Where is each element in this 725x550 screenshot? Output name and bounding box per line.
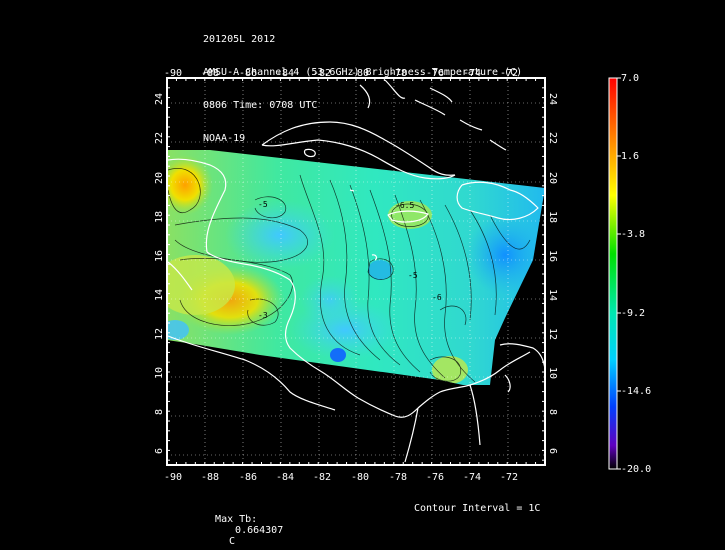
lon-tick-label: -88 xyxy=(201,472,219,483)
lat-tick-label: 10 xyxy=(547,367,558,379)
lat-tick-label: 18 xyxy=(154,211,165,223)
lat-tick-labels-right: 6 8 10 12 14 16 18 20 22 24 xyxy=(547,93,558,454)
lat-tick-label: 16 xyxy=(547,250,558,262)
lat-tick-label: 8 xyxy=(154,409,165,415)
lon-tick-label: -74 xyxy=(463,68,481,79)
lon-tick-label: -84 xyxy=(276,68,294,79)
lon-tick-label: -86 xyxy=(239,472,257,483)
lon-tick-labels-top: -90 -88 -86 -84 -82 -80 -78 -76 -74 -72 xyxy=(164,68,518,79)
lat-tick-label: 6 xyxy=(547,448,558,454)
lat-tick-label: 16 xyxy=(154,250,165,262)
title-line-2: AMSU-A Channel 4 (53.6GHz) Brightness Te… xyxy=(203,67,523,78)
colorbar-tick-label: -14.6 xyxy=(621,386,651,397)
tick-marks xyxy=(166,77,546,465)
title-line-1: 201205L 2012 xyxy=(203,34,276,45)
contour-label: -3 xyxy=(258,311,268,320)
lat-tick-label: 6 xyxy=(154,448,165,454)
lon-tick-label: -82 xyxy=(313,472,331,483)
lat-tick-label: 14 xyxy=(154,289,165,301)
lat-tick-label: 20 xyxy=(547,172,558,184)
lon-tick-label: -72 xyxy=(500,472,518,483)
contour-interval: Contour Interval = 1C xyxy=(414,503,541,514)
max-tb-value: 0.664307 xyxy=(235,525,284,536)
lon-tick-label: -86 xyxy=(239,68,257,79)
colorbar-tick-label: -9.2 xyxy=(621,308,645,319)
lon-tick-label: -74 xyxy=(463,472,481,483)
lon-tick-labels-bottom: -90 -88 -86 -84 -82 -80 -78 -76 -74 -72 xyxy=(164,472,518,483)
contour-label: -6.5 xyxy=(395,201,414,210)
title-line-3: 0806 Time: 0708 UTC xyxy=(203,100,318,111)
lon-tick-label: -78 xyxy=(389,472,407,483)
lat-tick-label: 24 xyxy=(154,93,165,105)
colorbar-ramp xyxy=(608,77,618,470)
lon-tick-label: -90 xyxy=(164,472,182,483)
contour-label: -5 xyxy=(408,271,418,280)
colorbar-tick-label: -3.8 xyxy=(621,229,645,240)
lon-tick-label: -76 xyxy=(426,68,444,79)
lat-tick-labels-left: 6 8 10 12 14 16 18 20 22 24 xyxy=(154,93,165,454)
lat-tick-label: 14 xyxy=(547,289,558,301)
lat-tick-label: 24 xyxy=(547,93,558,105)
lon-tick-label: -80 xyxy=(351,68,369,79)
lat-tick-label: 12 xyxy=(154,328,165,340)
max-tb-unit: C xyxy=(229,536,236,547)
lon-tick-label: -80 xyxy=(351,472,369,483)
coastlines xyxy=(167,79,546,463)
contour-label: -5 xyxy=(258,200,268,209)
lon-tick-label: -88 xyxy=(201,68,219,79)
contour-label: -6 xyxy=(432,293,442,302)
lon-tick-label: -72 xyxy=(500,68,518,79)
lat-tick-label: 10 xyxy=(154,367,165,379)
lat-lon-grid xyxy=(167,78,545,465)
max-tb-readout: Max Tb: 0.664307 C xyxy=(203,503,283,547)
colorbar-tick-label: 7.0 xyxy=(621,73,639,84)
title-line-4: NOAA-19 xyxy=(203,133,246,144)
lon-tick-label: -90 xyxy=(164,68,182,79)
lat-tick-label: 20 xyxy=(154,172,165,184)
lat-tick-label: 22 xyxy=(154,132,165,144)
lon-tick-label: -78 xyxy=(389,68,407,79)
lon-tick-label: -82 xyxy=(313,68,331,79)
lat-tick-label: 22 xyxy=(547,132,558,144)
lat-tick-label: 8 xyxy=(547,409,558,415)
colorbar-tick-label: -20.0 xyxy=(621,464,651,475)
lat-tick-label: 12 xyxy=(547,328,558,340)
lat-tick-label: 18 xyxy=(547,211,558,223)
lon-tick-label: -84 xyxy=(276,472,294,483)
map-title: 201205L 2012 AMSU-A Channel 4 (53.6GHz) … xyxy=(203,12,522,155)
brightness-swath: -5 -6.5 -5 -3 -6 xyxy=(167,150,545,385)
max-tb-label: Max Tb: xyxy=(215,514,258,525)
lon-tick-label: -76 xyxy=(426,472,444,483)
colorbar-tick-label: 1.6 xyxy=(621,151,639,162)
colorbar: 7.0 1.6 -3.8 -9.2 -14.6 -20.0 xyxy=(608,73,651,475)
